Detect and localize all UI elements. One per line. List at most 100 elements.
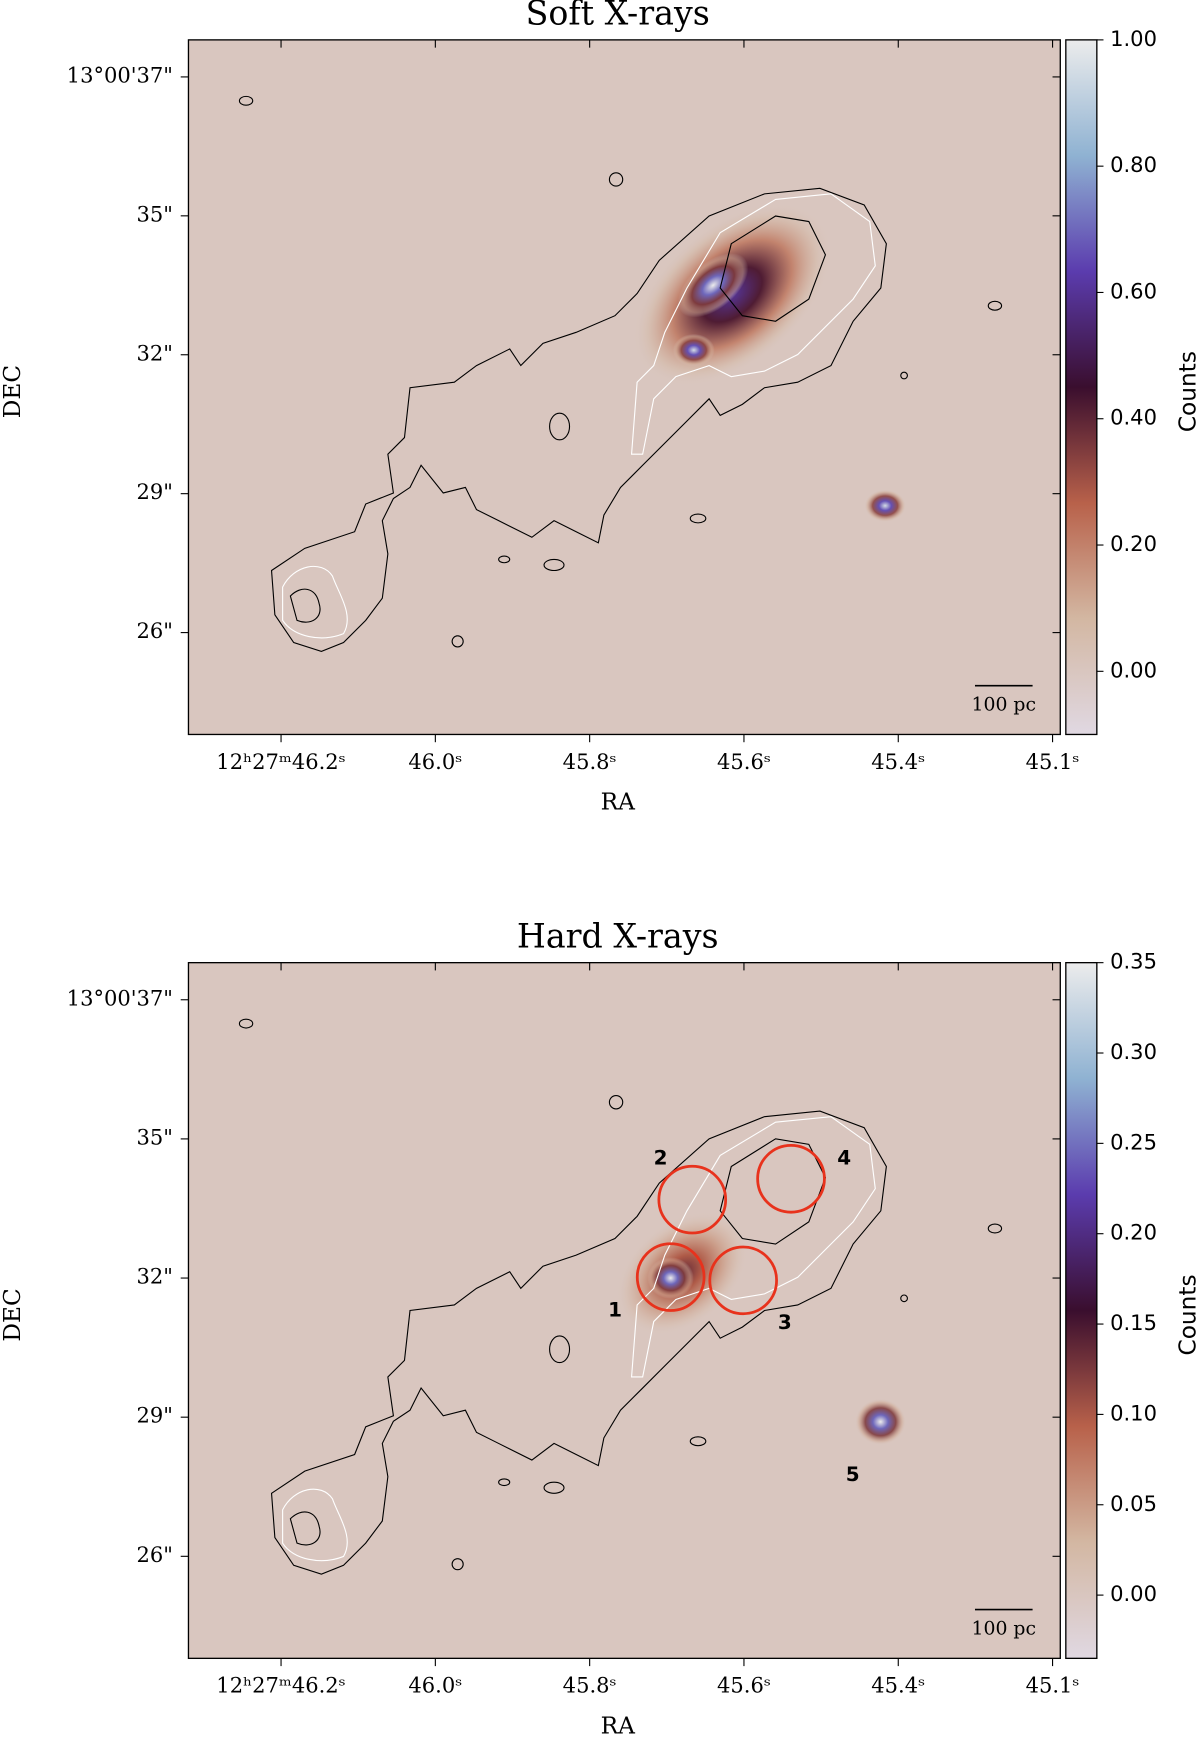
y-tick-label: 13°00'37" bbox=[67, 985, 173, 1010]
contour bbox=[543, 558, 565, 572]
colorbar-tick-label: 0.20 bbox=[1110, 1220, 1157, 1245]
panel: 1 2 3 4 5 100 pc 12ʰ27ᵐ46.2ˢ 46.0ˢ 45.8ˢ 45.6ˢ 45.… bbox=[0, 916, 1200, 1737]
region bbox=[657, 1164, 728, 1235]
colorbar-tick-label: 0.15 bbox=[1110, 1310, 1157, 1335]
contour bbox=[289, 588, 321, 623]
x-tick-label: 45.4ˢ bbox=[871, 1673, 925, 1698]
colorbar-label: Counts bbox=[1174, 351, 1200, 432]
scale-bar-label: 100 pc bbox=[972, 695, 1037, 716]
contour bbox=[987, 1223, 1003, 1234]
contour bbox=[549, 1335, 571, 1364]
x-axis-label: RA bbox=[601, 789, 637, 816]
scale-bar-label: 100 pc bbox=[972, 1619, 1037, 1640]
x-tick-label: 12ʰ27ᵐ46.2ˢ bbox=[216, 749, 345, 774]
y-axis-label: DEC bbox=[0, 365, 26, 418]
contour bbox=[630, 193, 876, 455]
y-tick-label: 26" bbox=[137, 618, 173, 643]
contour bbox=[719, 215, 827, 322]
contour bbox=[987, 300, 1003, 311]
source bbox=[677, 253, 749, 318]
y-axis-label: DEC bbox=[0, 1288, 26, 1341]
contour bbox=[282, 565, 348, 639]
axes-frame bbox=[187, 39, 1061, 736]
contour bbox=[900, 371, 908, 380]
x-tick-label: 45.8ˢ bbox=[563, 749, 617, 774]
contour bbox=[900, 1294, 908, 1303]
x-tick-label: 45.6ˢ bbox=[717, 749, 771, 774]
y-tick-label: 29" bbox=[137, 479, 173, 504]
colorbar-tick-label: 0.00 bbox=[1110, 1581, 1157, 1606]
contour bbox=[689, 513, 707, 524]
contour bbox=[543, 1481, 565, 1494]
contour bbox=[608, 172, 624, 187]
colorbar-tick-label: 0.00 bbox=[1110, 657, 1157, 682]
source bbox=[855, 1398, 907, 1446]
x-tick-label: 45.4ˢ bbox=[871, 749, 925, 774]
contour bbox=[630, 1116, 876, 1378]
contour bbox=[282, 1488, 348, 1562]
y-tick-label: 32" bbox=[137, 1264, 173, 1289]
image bbox=[188, 962, 1061, 1659]
colorbar-tick-label: 0.35 bbox=[1110, 949, 1157, 974]
contour bbox=[719, 1138, 827, 1245]
panel: 100 pc 12ʰ27ᵐ46.2ˢ 46.0ˢ 45.8ˢ 45.6ˢ 45.4ˢ 45.… bbox=[0, 0, 1200, 816]
y-tick-label: 29" bbox=[137, 1403, 173, 1428]
region-label: 5 bbox=[846, 1462, 860, 1486]
contour bbox=[238, 1018, 254, 1029]
contour bbox=[451, 635, 464, 648]
colorbar-tick-label: 0.80 bbox=[1110, 152, 1157, 177]
image-background bbox=[188, 39, 1061, 735]
contours bbox=[238, 1018, 1003, 1575]
region-label: 2 bbox=[654, 1145, 668, 1169]
y-tick-label: 13°00'37" bbox=[67, 62, 173, 87]
contour bbox=[238, 95, 254, 106]
x-axis-label: RA bbox=[601, 1713, 637, 1737]
x-tick-label: 46.0ˢ bbox=[408, 749, 462, 774]
contour bbox=[498, 1478, 511, 1487]
chart-title: Soft X-rays bbox=[526, 0, 710, 33]
colorbar-tick-label: 0.30 bbox=[1110, 1039, 1157, 1064]
region-label: 3 bbox=[778, 1310, 792, 1334]
contours bbox=[238, 95, 1003, 652]
colorbar-tick-label: 1.00 bbox=[1110, 26, 1157, 51]
contour bbox=[289, 1511, 321, 1546]
y-tick-label: 35" bbox=[137, 1124, 173, 1149]
y-tick-label: 26" bbox=[137, 1542, 173, 1567]
axes-frame bbox=[187, 961, 1061, 1660]
source bbox=[672, 333, 715, 367]
contour bbox=[498, 555, 511, 564]
x-tick-label: 45.8ˢ bbox=[563, 1673, 617, 1698]
x-tick-label: 12ʰ27ᵐ46.2ˢ bbox=[216, 1673, 345, 1698]
colorbar-tick-label: 0.10 bbox=[1110, 1400, 1157, 1425]
contour bbox=[608, 1095, 624, 1110]
chart-title: Hard X-rays bbox=[517, 916, 719, 955]
x-tick-label: 45.1ˢ bbox=[1026, 749, 1080, 774]
contour bbox=[270, 187, 887, 652]
x-tick-label: 46.0ˢ bbox=[408, 1673, 462, 1698]
colorbar-tick-label: 0.25 bbox=[1110, 1129, 1157, 1154]
y-tick-label: 32" bbox=[137, 340, 173, 365]
image bbox=[188, 39, 1061, 735]
source bbox=[647, 1257, 694, 1299]
region-label: 4 bbox=[837, 1145, 851, 1169]
colorbar-tick-label: 0.20 bbox=[1110, 531, 1157, 556]
colorbar-tick-label: 0.40 bbox=[1110, 405, 1157, 430]
y-tick-label: 35" bbox=[137, 201, 173, 226]
region-label: 1 bbox=[608, 1297, 622, 1321]
colorbar bbox=[1065, 961, 1098, 1660]
contour bbox=[270, 1110, 887, 1575]
colorbar-label: Counts bbox=[1174, 1274, 1200, 1355]
region bbox=[756, 1144, 826, 1214]
contour bbox=[689, 1436, 707, 1447]
colorbar-tick-label: 0.05 bbox=[1110, 1491, 1157, 1516]
contour bbox=[549, 412, 571, 441]
contour bbox=[451, 1558, 464, 1571]
x-tick-label: 45.6ˢ bbox=[717, 1673, 771, 1698]
colorbar bbox=[1065, 39, 1098, 736]
x-tick-label: 45.1ˢ bbox=[1026, 1673, 1080, 1698]
source bbox=[864, 489, 906, 522]
region bbox=[635, 1242, 706, 1312]
colorbar-tick-label: 0.60 bbox=[1110, 278, 1157, 303]
